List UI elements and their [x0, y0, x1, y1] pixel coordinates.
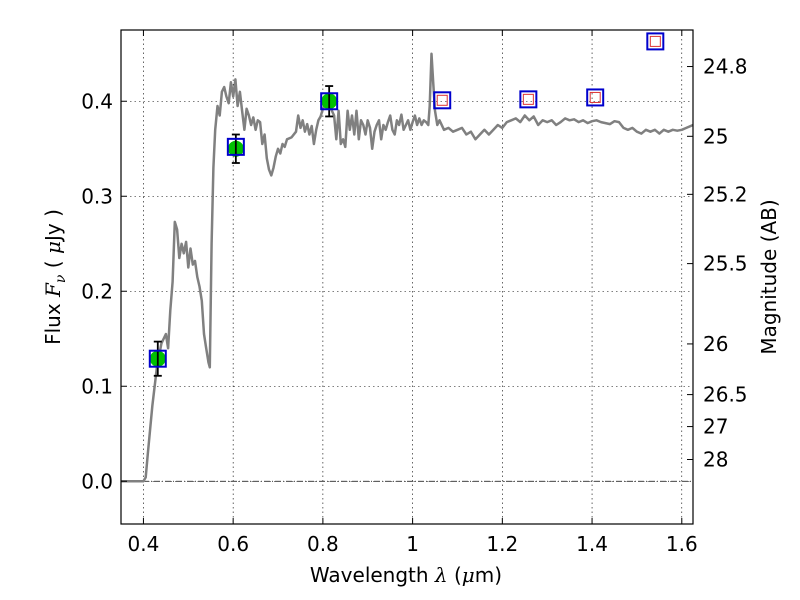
x-tick-label: 1 [406, 532, 419, 556]
y2-tick-label: 25.2 [703, 182, 748, 206]
y-tick-label: 0.2 [81, 279, 113, 303]
predicted-flux-square [589, 91, 601, 103]
predicted-flux-square [649, 35, 661, 47]
y-tick-label: 0.3 [81, 184, 113, 208]
tick-labels: 0.4 0.6 0.8 1 1.2 1.4 1.6 0.0 0.1 0.2 0.3 0.4 24.8 25… [81, 55, 747, 556]
model-flux-square [646, 32, 665, 51]
y-axis-title: Flux Fν ( μJy ) [41, 209, 69, 345]
model-flux-square [226, 137, 245, 156]
x-tick-label: 0.6 [217, 532, 249, 556]
y2-tick-label: 24.8 [703, 55, 748, 79]
model-flux-square [433, 91, 452, 110]
y-tick-label: 0.1 [81, 374, 113, 398]
observed-photometry-series [149, 85, 338, 377]
x-tick-label: 0.4 [128, 532, 160, 556]
y2-tick-label: 28 [703, 447, 728, 471]
x-tick-label: 1.2 [486, 532, 518, 556]
x-tick-label: 1.6 [666, 532, 698, 556]
x-tick-label: 0.8 [307, 532, 339, 556]
model-flux-square [148, 349, 167, 368]
predicted-flux-square [522, 93, 534, 105]
model-photometry-series [148, 32, 665, 368]
sed-model-line [121, 52, 694, 483]
predicted-flux-square [436, 94, 448, 106]
y2-tick-label: 27 [703, 415, 728, 439]
y2-tick-label: 25.5 [703, 252, 748, 276]
model-flux-square [519, 90, 538, 109]
sed-model-series [121, 52, 694, 483]
model-flux-square [320, 92, 339, 111]
x-axis-title: Wavelength λ (μm) [310, 563, 502, 587]
y2-axis-title: Magnitude (AB) [757, 199, 781, 354]
plot-frame [120, 29, 694, 525]
y-tick-label: 0.4 [81, 89, 113, 113]
y-tick-label: 0.0 [81, 469, 113, 493]
axis-ticks [121, 30, 693, 524]
y2-tick-label: 26.5 [703, 383, 748, 407]
y2-tick-label: 26 [703, 332, 728, 356]
plot-background [121, 30, 693, 524]
model-flux-square [586, 88, 605, 107]
x-tick-label: 1.4 [576, 532, 608, 556]
y2-tick-label: 25 [703, 124, 728, 148]
